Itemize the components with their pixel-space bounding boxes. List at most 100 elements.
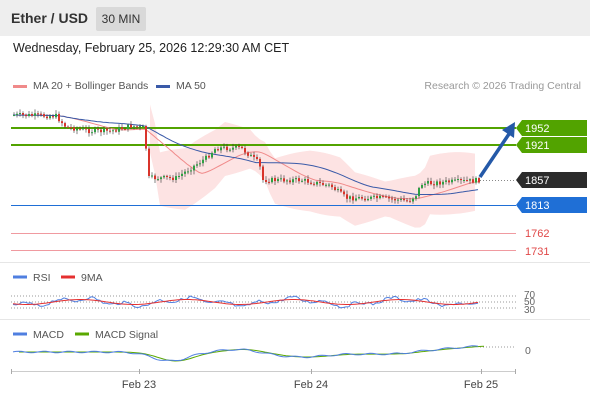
candle-body	[244, 148, 246, 153]
candle-body	[304, 179, 306, 181]
legend-ma50: MA 50	[156, 80, 206, 92]
candle-body	[187, 171, 189, 173]
candle-body	[43, 114, 45, 117]
candle-body	[217, 149, 219, 151]
candle-body	[319, 181, 321, 183]
candle-body	[382, 195, 384, 197]
candle-body	[346, 194, 348, 199]
candle-body	[448, 180, 450, 183]
candle-body	[46, 116, 48, 119]
level-current-text: 1857	[525, 175, 549, 187]
candle-body	[457, 179, 459, 180]
ma50-line	[13, 114, 479, 195]
candle-body	[343, 191, 345, 195]
candle-body	[376, 195, 378, 199]
candle-body	[292, 179, 294, 183]
candle-body	[190, 170, 192, 172]
moving-averages	[13, 114, 479, 200]
candle-body	[238, 145, 240, 147]
candle-body	[409, 200, 411, 202]
rsi-label: RSI	[33, 272, 51, 284]
level-label-current: 1857	[516, 172, 587, 188]
arrow-head-icon	[502, 122, 515, 138]
level-r1-text: 1921	[525, 140, 549, 152]
candle-body	[445, 180, 447, 182]
candle-body	[94, 128, 96, 133]
level-s2-text: 1762	[525, 228, 549, 240]
x-axis: Feb 23 Feb 24 Feb 25	[11, 369, 516, 391]
candle-body	[262, 166, 264, 180]
candle-body	[307, 179, 309, 183]
candle-body	[52, 116, 54, 118]
candlesticks	[13, 109, 480, 204]
candle-body	[298, 178, 300, 182]
candle-body	[85, 128, 87, 130]
candle-body	[439, 181, 441, 185]
candle-body	[166, 175, 168, 177]
candle-body	[313, 183, 315, 185]
candle-body	[322, 183, 324, 185]
candle-body	[379, 195, 381, 199]
candle-body	[196, 164, 198, 166]
candle-body	[229, 149, 231, 151]
candle-body	[403, 198, 405, 201]
candle-body	[406, 200, 408, 202]
candle-body	[373, 195, 375, 197]
candle-body	[235, 145, 237, 148]
candle-body	[25, 114, 27, 117]
candle-body	[154, 175, 156, 180]
candle-body	[64, 123, 66, 127]
candle-body	[151, 175, 153, 177]
candle-body	[103, 128, 105, 133]
candle-body	[424, 183, 426, 186]
candle-body	[274, 177, 276, 182]
candle-body	[178, 176, 180, 177]
x-tick-label: Feb 24	[294, 379, 328, 391]
candle-body	[193, 165, 195, 171]
candle-body	[28, 114, 30, 116]
candle-body	[442, 181, 444, 185]
legend-ma20-bollinger: MA 20 + Bollinger Bands	[13, 80, 148, 92]
candle-body	[394, 199, 396, 201]
candle-body	[13, 115, 15, 116]
legend-ma50-label: MA 50	[176, 80, 206, 92]
candle-body	[199, 163, 201, 165]
candle-body	[280, 178, 282, 180]
candle-body	[331, 184, 333, 188]
level-label-r1: 1921	[516, 137, 587, 153]
candle-body	[106, 128, 108, 131]
timeframe-button[interactable]: 30 MIN	[96, 7, 146, 31]
candle-body	[88, 129, 90, 134]
x-tick-label: Feb 25	[464, 379, 498, 391]
candle-body	[22, 113, 24, 115]
candle-body	[160, 177, 162, 180]
candle-body	[433, 184, 435, 186]
candle-body	[328, 184, 330, 186]
candle-body	[427, 181, 429, 184]
candle-body	[205, 155, 207, 160]
candle-body	[277, 178, 279, 182]
candle-body	[220, 147, 222, 151]
candle-body	[184, 171, 186, 174]
candle-body	[250, 154, 252, 156]
candle-body	[136, 126, 138, 128]
candle-body	[253, 154, 255, 157]
candle-body	[256, 157, 258, 159]
candle-body	[82, 128, 84, 130]
candle-body	[460, 179, 462, 181]
level-r2-text: 1952	[525, 123, 549, 135]
candle-body	[301, 180, 303, 182]
panel-divider	[0, 319, 590, 320]
candle-body	[34, 113, 36, 116]
candle-body	[295, 178, 297, 180]
rsi-panel: RSI 9MA 70 50 30	[11, 272, 536, 316]
level-s1-text: 1813	[525, 200, 549, 212]
candle-body	[412, 198, 414, 202]
candle-body	[109, 130, 111, 132]
candle-body	[211, 152, 213, 158]
candle-body	[55, 113, 57, 118]
candle-body	[241, 146, 243, 148]
candle-body	[112, 130, 114, 132]
rsi-ma-label: 9MA	[81, 272, 103, 284]
